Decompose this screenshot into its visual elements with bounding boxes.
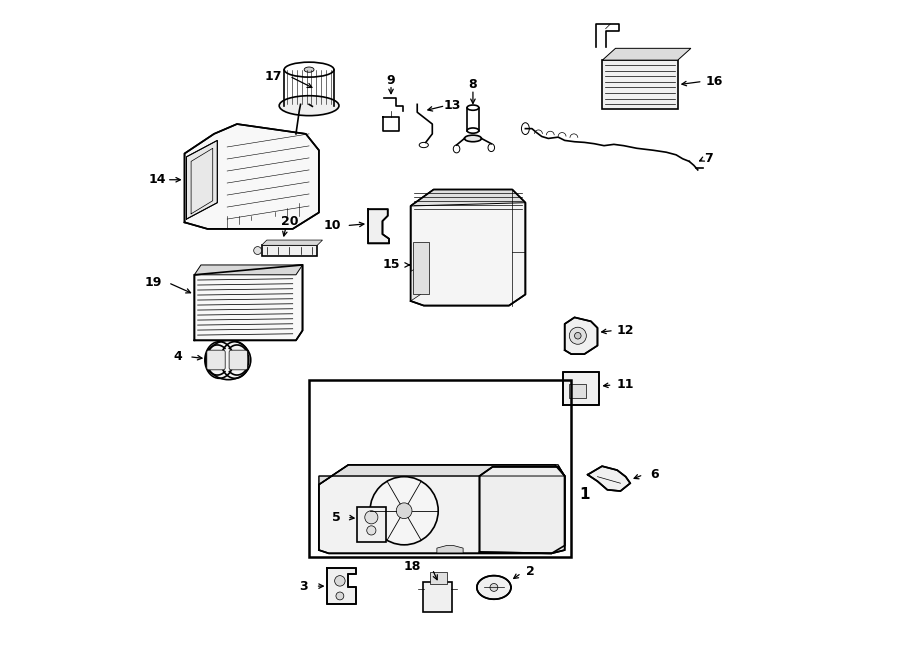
Polygon shape bbox=[410, 265, 420, 301]
Circle shape bbox=[335, 576, 345, 586]
Polygon shape bbox=[328, 568, 356, 604]
Circle shape bbox=[490, 584, 498, 592]
Text: 1: 1 bbox=[579, 487, 590, 502]
Polygon shape bbox=[410, 190, 526, 206]
Polygon shape bbox=[368, 210, 389, 243]
FancyBboxPatch shape bbox=[230, 350, 248, 369]
Text: 7: 7 bbox=[705, 152, 714, 165]
Text: 11: 11 bbox=[616, 378, 634, 391]
Ellipse shape bbox=[304, 67, 314, 72]
Text: 16: 16 bbox=[705, 75, 723, 88]
Text: 3: 3 bbox=[300, 580, 308, 593]
Polygon shape bbox=[410, 190, 526, 305]
Polygon shape bbox=[480, 467, 564, 553]
FancyBboxPatch shape bbox=[357, 508, 386, 541]
Text: 6: 6 bbox=[650, 468, 659, 481]
Text: 13: 13 bbox=[444, 99, 461, 112]
FancyBboxPatch shape bbox=[412, 242, 429, 294]
Text: 10: 10 bbox=[323, 219, 341, 232]
Polygon shape bbox=[602, 48, 691, 60]
Ellipse shape bbox=[464, 136, 482, 141]
FancyBboxPatch shape bbox=[430, 572, 447, 584]
Polygon shape bbox=[319, 465, 564, 553]
Polygon shape bbox=[186, 140, 217, 219]
Polygon shape bbox=[477, 576, 511, 600]
Circle shape bbox=[254, 247, 262, 254]
Polygon shape bbox=[262, 240, 322, 245]
Circle shape bbox=[570, 327, 586, 344]
FancyBboxPatch shape bbox=[207, 350, 225, 369]
Polygon shape bbox=[562, 371, 599, 405]
Text: 8: 8 bbox=[469, 78, 477, 91]
Polygon shape bbox=[184, 124, 319, 229]
Text: 4: 4 bbox=[174, 350, 183, 363]
FancyBboxPatch shape bbox=[570, 383, 586, 398]
Circle shape bbox=[574, 332, 581, 339]
Ellipse shape bbox=[279, 96, 339, 116]
Text: 14: 14 bbox=[148, 173, 166, 186]
Text: 19: 19 bbox=[145, 276, 162, 289]
FancyBboxPatch shape bbox=[602, 60, 678, 109]
Circle shape bbox=[364, 511, 378, 524]
Polygon shape bbox=[564, 317, 598, 354]
Text: 9: 9 bbox=[387, 73, 395, 87]
Text: 18: 18 bbox=[404, 560, 421, 573]
Text: 2: 2 bbox=[526, 564, 535, 578]
Polygon shape bbox=[319, 465, 564, 485]
Text: 20: 20 bbox=[281, 215, 298, 227]
Polygon shape bbox=[194, 265, 302, 275]
Circle shape bbox=[367, 525, 376, 535]
FancyBboxPatch shape bbox=[262, 245, 318, 256]
Polygon shape bbox=[194, 265, 302, 340]
FancyBboxPatch shape bbox=[423, 582, 452, 612]
Text: 12: 12 bbox=[616, 324, 634, 337]
Text: 15: 15 bbox=[382, 258, 400, 272]
Polygon shape bbox=[588, 466, 630, 491]
Circle shape bbox=[396, 503, 412, 519]
Ellipse shape bbox=[206, 340, 251, 379]
Text: 5: 5 bbox=[332, 511, 341, 524]
Circle shape bbox=[370, 477, 438, 545]
Circle shape bbox=[336, 592, 344, 600]
Polygon shape bbox=[436, 545, 464, 553]
Text: 17: 17 bbox=[265, 69, 282, 83]
